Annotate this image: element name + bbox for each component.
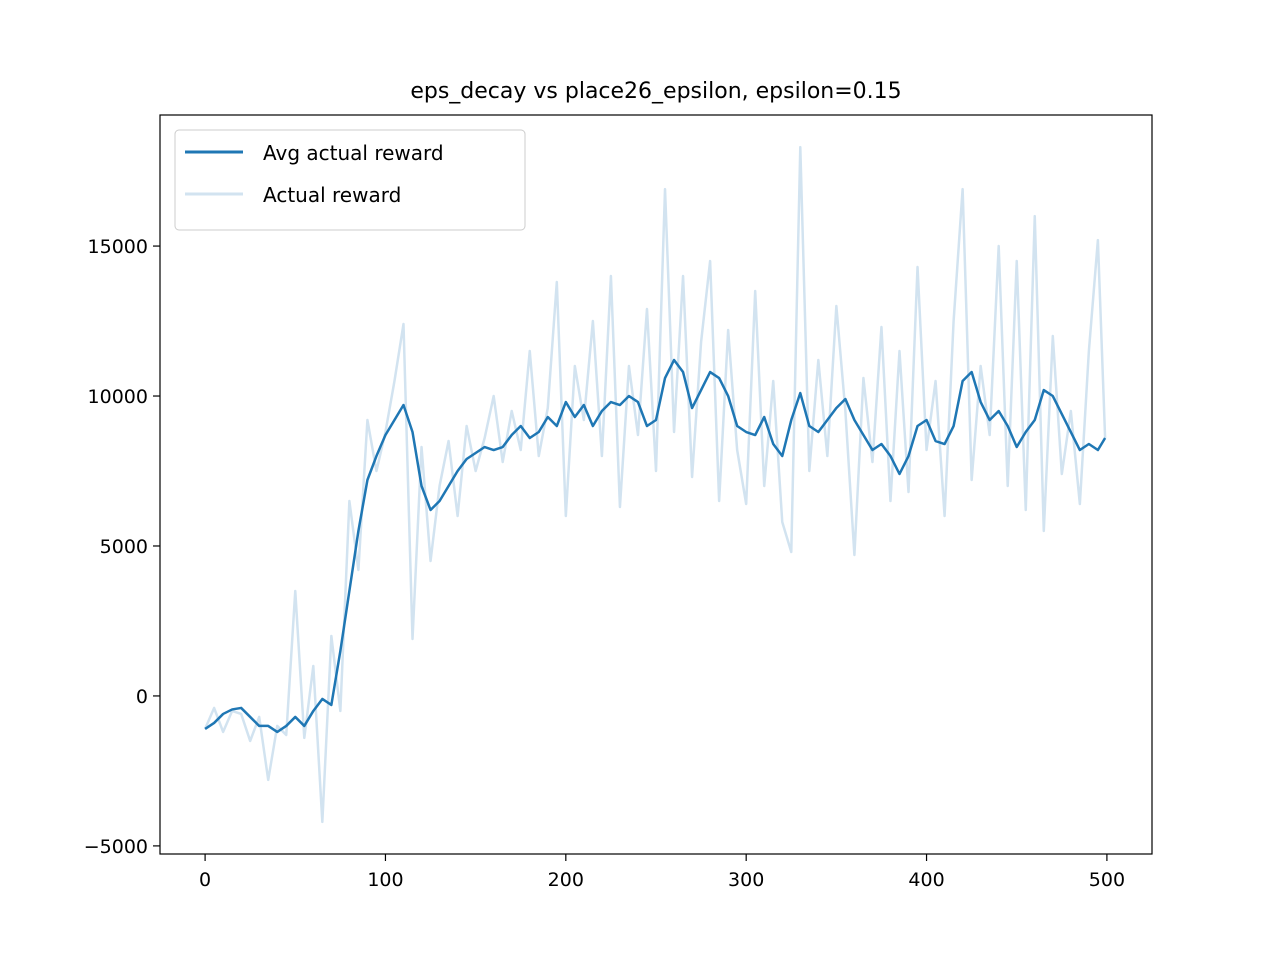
legend-label: Actual reward xyxy=(263,183,401,207)
x-tick-label: 300 xyxy=(728,869,764,891)
legend-label: Avg actual reward xyxy=(263,141,444,165)
chart-title: eps_decay vs place26_epsilon, epsilon=0.… xyxy=(410,79,901,104)
x-tick-label: 0 xyxy=(199,869,211,891)
x-tick-label: 100 xyxy=(367,869,403,891)
y-tick-label: 15000 xyxy=(88,236,148,258)
legend-box xyxy=(174,129,526,231)
y-tick-label: 10000 xyxy=(88,386,148,408)
x-tick-label: 400 xyxy=(908,869,944,891)
x-tick-label: 200 xyxy=(548,869,584,891)
y-tick-label: 0 xyxy=(136,686,148,708)
data-line xyxy=(204,358,1107,734)
data-line xyxy=(203,145,1107,824)
y-tick-label: −5000 xyxy=(84,836,148,858)
plot-frame xyxy=(159,114,1153,855)
y-tick-label: 5000 xyxy=(100,536,148,558)
x-tick-label: 500 xyxy=(1089,869,1125,891)
